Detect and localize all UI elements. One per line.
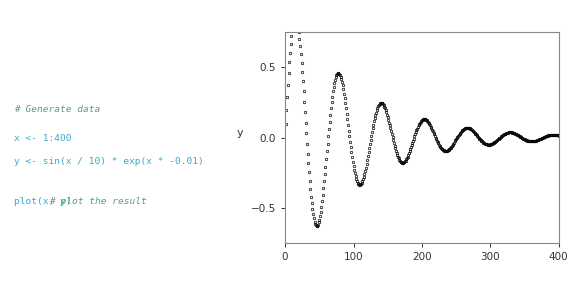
Y-axis label: y: y — [236, 128, 243, 137]
Text: y <- sin(x / 10) * exp(x * -0.01): y <- sin(x / 10) * exp(x * -0.01) — [14, 157, 203, 166]
Text: # plot the result: # plot the result — [49, 197, 146, 206]
Text: # Generate data: # Generate data — [14, 105, 100, 114]
Text: x <- 1:400: x <- 1:400 — [14, 134, 71, 143]
Text: plot(x, y): plot(x, y) — [14, 197, 77, 206]
